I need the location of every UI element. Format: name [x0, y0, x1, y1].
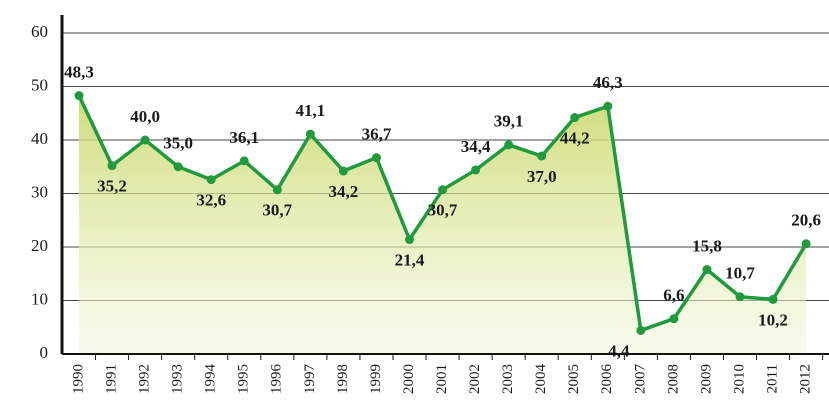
- x-tick-label: 2004: [533, 364, 549, 395]
- point: [438, 185, 448, 195]
- data-label: 34,4: [461, 137, 491, 156]
- point: [636, 325, 646, 335]
- point: [140, 135, 150, 145]
- data-label: 36,1: [229, 128, 259, 147]
- area: [79, 95, 807, 354]
- y-tick-label: 10: [31, 289, 48, 308]
- data-label: 35,2: [97, 177, 127, 196]
- x-tick-label: 2003: [500, 364, 516, 394]
- y-tick-label: 20: [31, 236, 48, 255]
- point: [107, 161, 117, 171]
- x-tick-label: 2012: [798, 364, 814, 394]
- x-tick-label: 2000: [401, 364, 417, 394]
- x-tick-label: 1997: [302, 364, 318, 395]
- point: [206, 175, 216, 185]
- point: [702, 264, 712, 274]
- x-tick-label: 1990: [70, 364, 86, 394]
- data-label: 48,3: [64, 63, 94, 82]
- point: [570, 113, 580, 123]
- x-tick-label: 2006: [599, 364, 615, 395]
- x-tick-label: 2005: [566, 364, 582, 394]
- x-tick-label: 2008: [665, 364, 681, 394]
- point: [405, 235, 414, 245]
- x-tick-label: 2010: [731, 364, 747, 394]
- data-label: 34,2: [329, 182, 359, 201]
- x-tick-label: 1998: [335, 364, 351, 394]
- point: [603, 101, 613, 111]
- point: [735, 292, 745, 302]
- point: [768, 294, 778, 304]
- data-label: 36,7: [362, 125, 392, 144]
- data-label: 20,6: [791, 211, 821, 230]
- x-tick-label: 2009: [698, 364, 714, 394]
- point: [371, 153, 381, 163]
- x-tick-label: 1996: [269, 364, 285, 395]
- point: [239, 156, 249, 166]
- x-tick-label: 2001: [434, 364, 450, 394]
- data-label: 44,2: [560, 128, 590, 147]
- data-label: 6,6: [663, 286, 684, 305]
- x-tick-label: 1999: [368, 364, 384, 394]
- data-label: 30,7: [262, 201, 292, 220]
- data-label: 40,0: [130, 107, 160, 126]
- point: [305, 129, 315, 139]
- data-label: 39,1: [494, 112, 524, 131]
- point: [74, 91, 84, 101]
- data-label: 15,8: [692, 236, 722, 255]
- y-tick-label: 50: [31, 75, 48, 94]
- y-tick-label: 60: [31, 22, 48, 41]
- y-tick-label: 40: [31, 129, 48, 148]
- data-label: 46,3: [593, 73, 623, 92]
- x-tick-label: 1992: [137, 364, 153, 394]
- point: [338, 166, 348, 176]
- data-label: 35,0: [163, 134, 193, 153]
- point: [471, 165, 481, 175]
- data-label: 10,7: [725, 264, 755, 283]
- y-tick-label: 0: [40, 343, 49, 362]
- y-tick-label: 30: [31, 182, 48, 201]
- point: [669, 314, 679, 324]
- x-tick-label: 2002: [467, 364, 483, 394]
- x-tick-label: 1991: [103, 364, 119, 394]
- x-tick-label: 2007: [632, 364, 648, 395]
- point: [801, 239, 811, 249]
- data-label: 32,6: [196, 190, 226, 209]
- data-label: 4,4: [608, 341, 630, 360]
- data-label: 37,0: [527, 167, 557, 186]
- x-tick-label: 1993: [170, 364, 186, 394]
- x-tick-label: 2011: [764, 364, 780, 393]
- data-label: 41,1: [295, 101, 325, 120]
- x-tick-label: 1995: [236, 364, 252, 394]
- data-label: 21,4: [395, 250, 425, 269]
- point: [272, 185, 282, 195]
- x-tick-label: 1994: [203, 364, 219, 395]
- data-label: 10,2: [758, 310, 788, 329]
- point: [173, 162, 183, 172]
- point: [537, 151, 547, 161]
- point: [504, 140, 514, 150]
- data-label: 30,7: [428, 201, 458, 220]
